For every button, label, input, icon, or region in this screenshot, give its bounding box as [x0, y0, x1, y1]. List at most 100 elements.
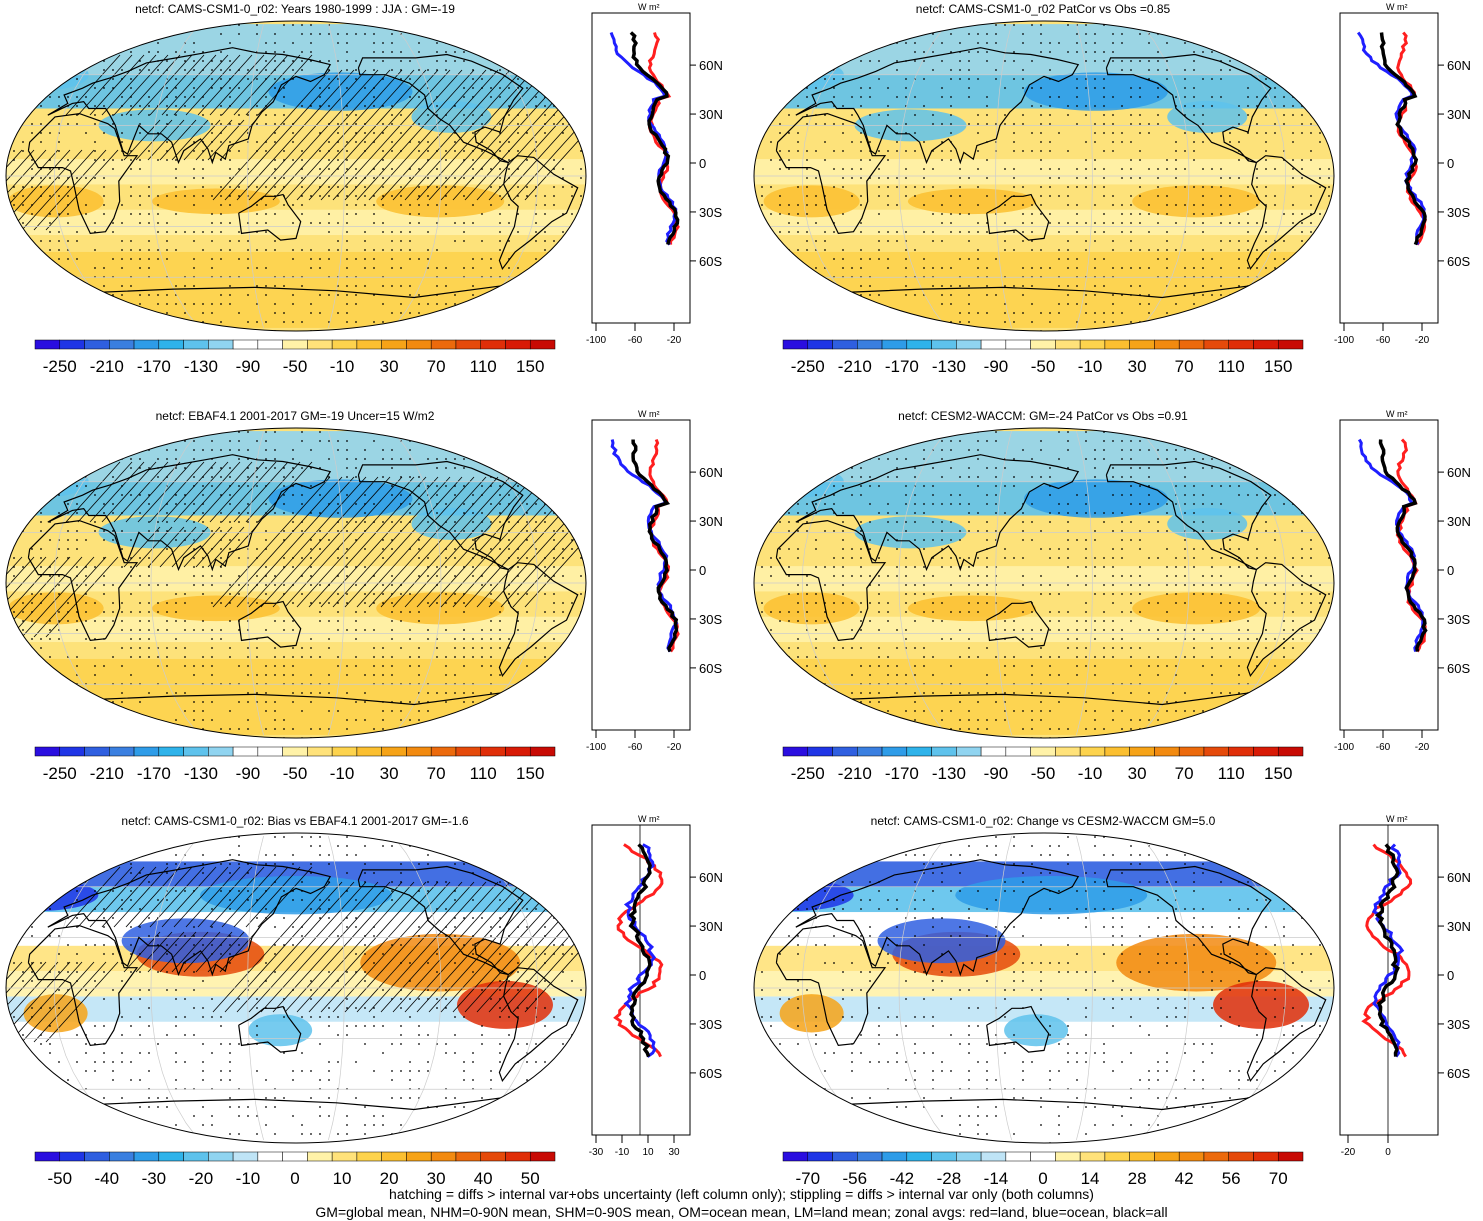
profile-ylabel: 30N [1447, 514, 1471, 529]
colorbar: -250 -210 -170 -130 -90 -50 -10 30 70 110 150 [782, 339, 1304, 376]
colorbar-label: -50 [283, 764, 308, 783]
colorbar-label: -210 [838, 764, 872, 783]
colorbar-swatch [1055, 746, 1081, 757]
profile-ylabel: 60S [699, 661, 722, 676]
profile-ylabel: 30S [1447, 1017, 1470, 1032]
colorbar-swatch [430, 1151, 457, 1162]
colorbar-swatch [505, 339, 531, 350]
colorbar-swatch [1055, 1151, 1081, 1162]
coastline-antarctica [94, 692, 503, 706]
latitude-band [754, 566, 1334, 592]
colorbar-swatch [980, 746, 1007, 757]
field-blob [779, 994, 844, 1033]
colorbar-swatch [331, 339, 358, 350]
panel-title: netcf: CAMS-CSM1-0_r02: Bias vs EBAF4.1 … [121, 814, 469, 828]
field-blob [411, 100, 492, 133]
colorbar-swatch [857, 746, 883, 757]
colorbar-swatch [84, 746, 110, 757]
colorbar-swatch [406, 339, 432, 350]
colorbar-label: -170 [885, 357, 919, 376]
field-blob [1116, 933, 1277, 992]
coastline-samerica [498, 967, 579, 1083]
graticule [6, 430, 586, 736]
colorbar-swatch [1005, 1151, 1031, 1162]
profile-ylabel: 60S [699, 1066, 722, 1081]
coastline-australia [986, 1005, 1050, 1053]
field-blob [1023, 72, 1168, 111]
graticule [6, 23, 586, 329]
panel-2: netcf: CAMS-CSM1-0_r02 PatCor vs Obs =0.… [748, 0, 1483, 405]
colorbar-swatch [109, 339, 135, 350]
profile-xlabel: -100 [1334, 335, 1354, 346]
profile-xlabel: -20 [1415, 742, 1430, 753]
colorbar-swatch [1253, 1151, 1279, 1162]
colorbar-swatch [1104, 339, 1130, 350]
colorbar-label: -42 [890, 1169, 915, 1188]
coastline-namerica [1105, 460, 1272, 571]
colorbar-swatch [1129, 339, 1155, 350]
colorbar-swatch [1178, 746, 1205, 757]
field-blob [151, 188, 280, 215]
coastline-antarctica [842, 1097, 1251, 1111]
profile-ocean-line [609, 31, 678, 246]
colorbar-swatch [158, 746, 184, 757]
profile-xlabel: 10 [642, 1147, 654, 1158]
colorbar-label: -170 [885, 764, 919, 783]
panel-title: netcf: CAMS-CSM1-0_r02: Change vs CESM2-… [870, 814, 1216, 828]
field-blob [955, 875, 1148, 915]
colorbar-swatch [331, 746, 358, 757]
colorbar-swatch [480, 1151, 506, 1162]
profile-land-line [1396, 31, 1427, 246]
profile-ylabel: 30S [1447, 205, 1470, 220]
profile-ylabel: 60N [1447, 58, 1471, 73]
colorbar-label: 70 [427, 764, 446, 783]
field-blob [456, 980, 553, 1029]
profile-ylabel: 0 [1447, 156, 1454, 171]
profile-xlabel: -10 [615, 1147, 630, 1158]
colorbar-label: -250 [43, 357, 77, 376]
colorbar-swatch [183, 1151, 209, 1162]
panel-5: netcf: CAMS-CSM1-0_r02: Bias vs EBAF4.1 … [0, 812, 741, 1217]
map-border [753, 20, 1335, 332]
latitude-band [6, 1055, 586, 1081]
map-border [753, 832, 1335, 1144]
colorbar: -250 -210 -170 -130 -90 -50 -10 30 70 110 150 [34, 339, 556, 376]
colorbar-swatch [1129, 746, 1155, 757]
coastline-eurasia [47, 454, 332, 572]
colorbar-swatch [931, 339, 957, 350]
zonal-profile: W m² 60N 30N 0 30S 60S -100 -60 -20 [1334, 409, 1471, 753]
latitude-band [754, 209, 1334, 236]
colorbar-swatch [158, 1151, 184, 1162]
footer-line-1: hatching = diffs > internal var+obs unce… [389, 1186, 1094, 1202]
panel-1: netcf: CAMS-CSM1-0_r02: Years 1980-1999 … [0, 0, 741, 405]
panel-title: netcf: CAMS-CSM1-0_r02: Years 1980-1999 … [135, 2, 455, 16]
coastline-samerica [1246, 562, 1327, 678]
colorbar-label: -50 [1031, 357, 1056, 376]
coastline-eurasia [47, 47, 332, 165]
profile-xlabel: 0 [1385, 1147, 1391, 1158]
zonal-profile: W m² 60N 30N 0 30S 60S -30 -10 10 30 [589, 814, 723, 1158]
colorbar-swatch [1005, 339, 1031, 350]
colorbar-label: 110 [1218, 764, 1245, 783]
profile-land-line [1361, 843, 1413, 1058]
colorbar-label: 50 [521, 1169, 540, 1188]
coastline-australia [986, 193, 1050, 241]
profile-ylabel: 30S [699, 612, 722, 627]
coastline-namerica [1105, 53, 1272, 164]
colorbar-swatch [857, 1151, 883, 1162]
profile-ylabel: 60N [1447, 870, 1471, 885]
field-blob [877, 918, 1006, 964]
coastline-namerica [357, 53, 524, 164]
footer-line-2: GM=global mean, NHM=0-90N mean, SHM=0-90… [315, 1204, 1168, 1220]
latitude-band [754, 159, 1334, 185]
panel-title: netcf: CAMS-CSM1-0_r02 PatCor vs Obs =0.… [915, 2, 1171, 16]
profile-xlabel: -100 [586, 335, 606, 346]
colorbar-label: 42 [1175, 1169, 1194, 1188]
colorbar-swatch [1228, 339, 1254, 350]
colorbar-swatch [782, 1151, 809, 1162]
panel-4: netcf: CESM2-WACCM: GM=-24 PatCor vs Obs… [748, 407, 1483, 812]
panel-3: netcf: EBAF4.1 2001-2017 GM=-19 Uncer=15… [0, 407, 741, 812]
profile-ylabel: 30S [699, 205, 722, 220]
profile-ylabel: 30N [1447, 107, 1471, 122]
profile-ylabel: 0 [699, 156, 706, 171]
